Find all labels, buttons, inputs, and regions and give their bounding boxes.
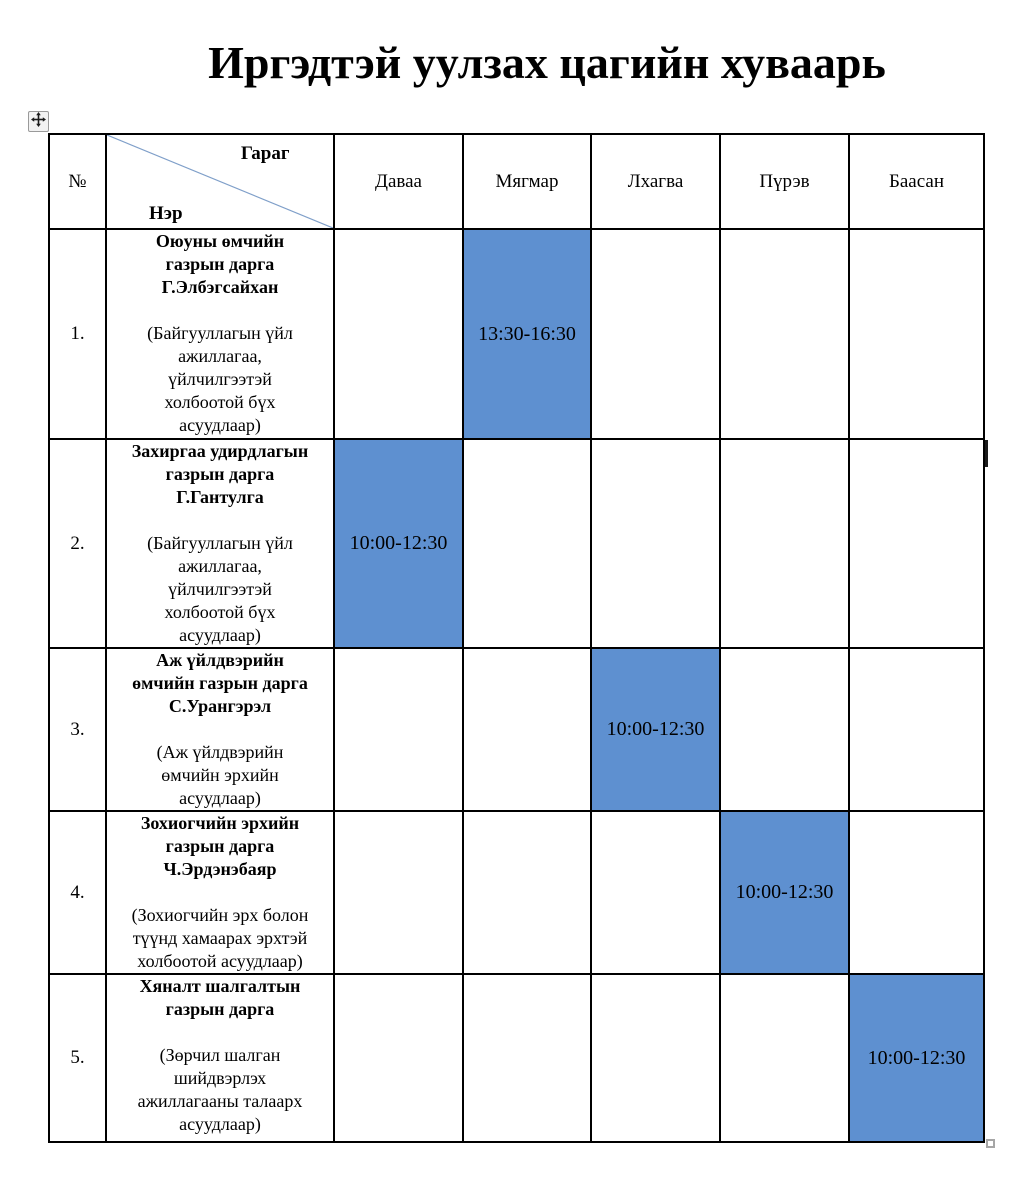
header-row: № Гараг Нэр Даваа Мягмар Лхагва Пүрэв Ба… (48, 133, 985, 230)
slot-monday[interactable] (333, 228, 464, 440)
slot-tuesday[interactable] (462, 973, 592, 1143)
person-cell[interactable]: Захиргаа удирдлагын газрын дарга Г.Ганту… (105, 438, 335, 649)
diagonal-divider-line (107, 135, 333, 228)
table-row: 3. Аж үйлдвэрийн өмчийн газрын дарга С.У… (48, 647, 985, 812)
day-header-monday[interactable]: Даваа (333, 133, 464, 230)
slot-thursday[interactable] (719, 228, 850, 440)
slot-wednesday[interactable] (590, 228, 721, 440)
slot-tuesday[interactable] (462, 438, 592, 649)
person-name: Хяналт шалгалтын газрын дарга (139, 976, 301, 1019)
schedule-table: № Гараг Нэр Даваа Мягмар Лхагва Пүрэв Ба… (48, 133, 985, 1143)
slot-wednesday[interactable] (590, 438, 721, 649)
slot-thursday-highlighted[interactable]: 10:00-12:30 (719, 810, 850, 975)
slot-tuesday[interactable] (462, 810, 592, 975)
table-move-handle[interactable] (28, 111, 49, 132)
row-number[interactable]: 1. (48, 228, 107, 440)
document-title: Иргэдтэй уулзах цагийн хуваарь (208, 37, 886, 88)
slot-friday[interactable] (848, 438, 985, 649)
table-resize-handle[interactable] (986, 1139, 995, 1148)
person-note: (Зөрчил шалган шийдвэрлэх ажиллагааны та… (137, 1045, 303, 1134)
person-name: Зохиогчийн эрхийн газрын дарга Ч.Эрдэнэб… (140, 813, 300, 879)
row-number[interactable]: 3. (48, 647, 107, 812)
person-name: Аж үйлдвэрийн өмчийн газрын дарга С.Уран… (132, 650, 308, 716)
person-cell[interactable]: Хяналт шалгалтын газрын дарга (Зөрчил ша… (105, 973, 335, 1143)
person-cell[interactable]: Зохиогчийн эрхийн газрын дарга Ч.Эрдэнэб… (105, 810, 335, 975)
table-row: 4. Зохиогчийн эрхийн газрын дарга Ч.Эрдэ… (48, 810, 985, 975)
row-number[interactable]: 5. (48, 973, 107, 1143)
day-header-wednesday[interactable]: Лхагва (590, 133, 721, 230)
day-header-friday[interactable]: Баасан (848, 133, 985, 230)
move-cross-icon (31, 111, 46, 132)
slot-tuesday-highlighted[interactable]: 13:30-16:30 (462, 228, 592, 440)
table-row: 1. Оюуны өмчийн газрын дарга Г.Элбэгсайх… (48, 228, 985, 440)
slot-friday[interactable] (848, 228, 985, 440)
day-header-thursday[interactable]: Пүрэв (719, 133, 850, 230)
slot-tuesday[interactable] (462, 647, 592, 812)
slot-friday[interactable] (848, 810, 985, 975)
person-cell[interactable]: Аж үйлдвэрийн өмчийн газрын дарга С.Уран… (105, 647, 335, 812)
table-row: 2. Захиргаа удирдлагын газрын дарга Г.Га… (48, 438, 985, 649)
person-cell[interactable]: Оюуны өмчийн газрын дарга Г.Элбэгсайхан … (105, 228, 335, 440)
slot-thursday[interactable] (719, 973, 850, 1143)
person-note: (Байгууллагын үйл ажиллагаа, үйлчилгээтэ… (147, 533, 293, 645)
person-name: Оюуны өмчийн газрын дарга Г.Элбэгсайхан (155, 231, 285, 297)
corner-name-label: Нэр (148, 203, 183, 224)
slot-monday[interactable] (333, 647, 464, 812)
slot-wednesday[interactable] (590, 973, 721, 1143)
row-number[interactable]: 2. (48, 438, 107, 649)
number-header-cell[interactable]: № (48, 133, 107, 230)
slot-friday-highlighted[interactable]: 10:00-12:30 (848, 973, 985, 1143)
text-cursor (985, 440, 988, 467)
person-note: (Зохиогчийн эрх болон түүнд хамаарах эрх… (131, 905, 309, 971)
day-header-tuesday[interactable]: Мягмар (462, 133, 592, 230)
slot-monday[interactable] (333, 810, 464, 975)
slot-monday[interactable] (333, 973, 464, 1143)
slot-thursday[interactable] (719, 438, 850, 649)
corner-day-label: Гараг (240, 143, 290, 164)
slot-thursday[interactable] (719, 647, 850, 812)
person-note: (Байгууллагын үйл ажиллагаа, үйлчилгээтэ… (147, 323, 293, 435)
row-number[interactable]: 4. (48, 810, 107, 975)
slot-wednesday[interactable] (590, 810, 721, 975)
slot-monday-highlighted[interactable]: 10:00-12:30 (333, 438, 464, 649)
person-note: (Аж үйлдвэрийн өмчийн эрхийн асуудлаар) (156, 742, 284, 808)
corner-header-cell[interactable]: Гараг Нэр (105, 133, 335, 230)
person-name: Захиргаа удирдлагын газрын дарга Г.Ганту… (131, 441, 309, 507)
table-row: 5. Хяналт шалгалтын газрын дарга (Зөрчил… (48, 973, 985, 1143)
slot-friday[interactable] (848, 647, 985, 812)
slot-wednesday-highlighted[interactable]: 10:00-12:30 (590, 647, 721, 812)
